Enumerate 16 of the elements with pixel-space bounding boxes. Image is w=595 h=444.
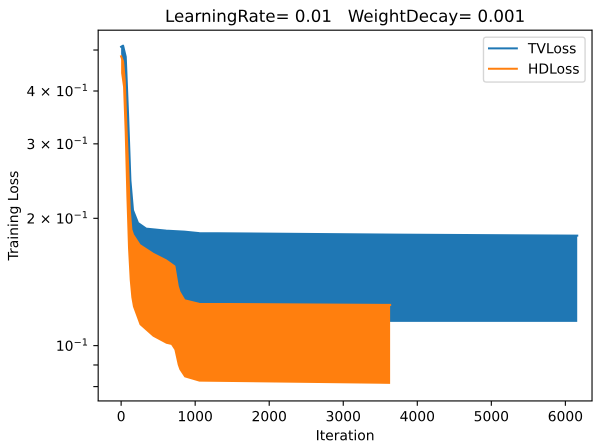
x-tick-label: 5000 bbox=[474, 410, 508, 422]
y-tick-label: 4 × 10$^{−1}$ bbox=[27, 84, 88, 96]
x-tick-label: 4000 bbox=[400, 410, 434, 422]
x-axis-title: Iteration bbox=[317, 430, 374, 440]
x-tick-label: 2000 bbox=[252, 410, 286, 422]
x-tick-label: 3000 bbox=[326, 410, 360, 422]
y-axis-title: Training Loss bbox=[8, 171, 21, 260]
x-tick-label: 0 bbox=[118, 410, 125, 422]
y-tick-label: 3 × 10$^{−1}$ bbox=[28, 136, 88, 150]
y-tick-label: 2 × 10$^{−1}$ bbox=[28, 211, 88, 224]
legend-label: HDLoss bbox=[529, 64, 579, 74]
legend-label: TVLoss bbox=[528, 43, 576, 54]
chart-title: LearningRate= 0.01 WeightDecay= 0.001 bbox=[166, 9, 524, 26]
x-tick-label: 1000 bbox=[179, 410, 212, 422]
y-tick-label: 10$^{−1}$ bbox=[57, 338, 88, 352]
x-tick-label: 6000 bbox=[548, 410, 582, 422]
